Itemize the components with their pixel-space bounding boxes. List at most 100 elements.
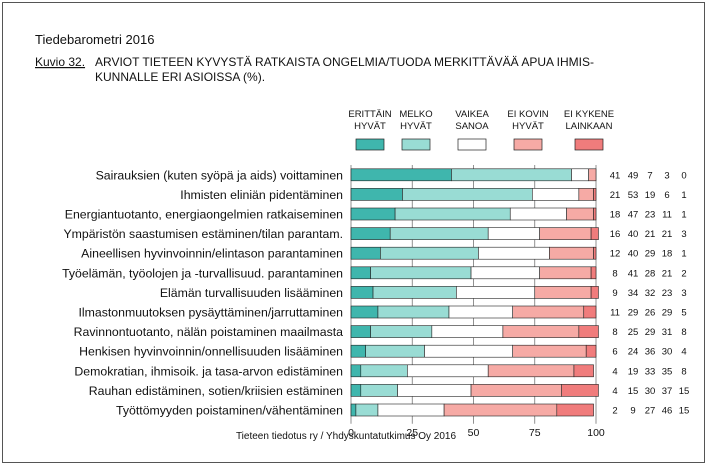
value-label: 29 <box>628 308 639 319</box>
category-label: Sairauksien (kuten syöpä ja aids) voitta… <box>96 168 344 182</box>
value-label: 1 <box>681 190 686 201</box>
bar-segment <box>593 188 597 201</box>
value-label: 47 <box>628 210 639 221</box>
bar-segment <box>590 266 597 280</box>
legend-label-line1: MELKO <box>399 109 432 120</box>
value-label: 30 <box>645 386 656 397</box>
bar-segment <box>573 364 594 378</box>
value-label: 40 <box>628 249 639 260</box>
bar-segment <box>394 207 511 221</box>
bar-segment <box>534 286 592 299</box>
bar-segment <box>583 305 597 319</box>
legend-label-line2: HYVÄT <box>512 121 544 132</box>
legend-swatch <box>355 138 385 151</box>
figure-frame <box>2 2 705 463</box>
bar-segment <box>407 364 489 378</box>
value-label: 31 <box>662 327 673 338</box>
value-label: 1 <box>681 249 686 260</box>
value-label: 3 <box>681 288 686 299</box>
bar-segment <box>509 207 567 221</box>
bar-segment <box>502 325 580 338</box>
value-label: 37 <box>662 386 673 397</box>
value-label: 15 <box>679 386 690 397</box>
bars <box>350 168 599 417</box>
bar-segment <box>350 188 403 201</box>
value-label: 23 <box>645 210 656 221</box>
bar-segment <box>588 168 597 182</box>
legend-swatch <box>513 138 543 151</box>
legend-swatch <box>574 138 604 151</box>
value-label: 26 <box>645 308 656 319</box>
value-label: 18 <box>610 210 621 221</box>
bar-segment <box>377 403 445 417</box>
value-label: 1 <box>681 210 686 221</box>
bar-segment <box>380 246 479 260</box>
value-label: 21 <box>645 229 656 240</box>
value-label: 28 <box>645 268 656 279</box>
value-label: 9 <box>630 406 635 417</box>
bar-segment <box>590 286 599 299</box>
value-label: 11 <box>662 210 672 221</box>
source-title: Tiedebarometri 2016 <box>35 32 154 47</box>
legend-label-line1: ERITTÄIN <box>348 109 391 120</box>
bar-segment <box>350 266 371 280</box>
value-label: 3 <box>664 170 669 181</box>
bar-segment <box>350 325 371 338</box>
figure-label: Kuvio 32. <box>35 55 85 69</box>
value-label: 30 <box>662 347 673 358</box>
bar-segment <box>355 403 379 417</box>
bar-segment <box>365 344 425 358</box>
bar-segment <box>585 344 597 358</box>
x-tick-label: 0 <box>348 427 354 439</box>
value-label: 12 <box>610 249 621 260</box>
value-label: 4 <box>612 386 617 397</box>
category-label: Aineellisen hyvinvoinnin/elintason paran… <box>81 247 343 261</box>
value-label: 29 <box>645 249 656 260</box>
value-label: 32 <box>645 288 656 299</box>
bar-segment <box>456 286 536 299</box>
bar-segment <box>350 364 362 378</box>
bar-segment <box>350 305 379 319</box>
value-label: 4 <box>612 366 617 377</box>
category-label: Rauhan edistäminen, sotien/kriisien estä… <box>89 384 343 398</box>
value-label: 46 <box>662 406 673 417</box>
category-label: Henkisen hyvinvoinnin/onnellisuuden lisä… <box>79 345 343 359</box>
bar-segment <box>593 246 597 260</box>
legend-label-line1: EI KYKENE <box>564 109 614 120</box>
bar-segment <box>443 403 558 417</box>
value-label: 5 <box>681 308 686 319</box>
bar-segment <box>571 168 589 182</box>
value-label: 11 <box>610 308 620 319</box>
legend-label-line2: HYVÄT <box>400 121 432 132</box>
value-label: 53 <box>628 190 639 201</box>
value-label: 0 <box>681 170 686 181</box>
value-label: 49 <box>628 170 639 181</box>
bar-segment <box>389 227 489 240</box>
legend-label-line2: SANOA <box>455 121 489 132</box>
category-label: Elämän turvallisuuden lisääminen <box>160 286 343 300</box>
bar-segment <box>431 325 504 338</box>
legend-swatch <box>401 138 431 151</box>
category-labels: Sairauksien (kuten syöpä ja aids) voitta… <box>62 168 343 417</box>
value-label: 2 <box>681 268 686 279</box>
value-label: 29 <box>645 327 656 338</box>
value-label: 18 <box>662 249 673 260</box>
bar-segment <box>350 344 366 358</box>
value-label: 6 <box>664 190 669 201</box>
value-label: 19 <box>645 190 656 201</box>
bar-segment <box>512 305 585 319</box>
legend-label-line2: HYVÄT <box>354 121 386 132</box>
bar-segment <box>397 384 472 397</box>
figure-title-line2: KUNNALLE ERI ASIOISSA (%). <box>95 70 265 84</box>
bar-segment <box>578 188 594 201</box>
bar-segment <box>487 364 575 378</box>
bar-segment <box>556 403 594 417</box>
bar-segment <box>470 266 540 280</box>
value-label: 35 <box>662 366 673 377</box>
value-label: 6 <box>612 347 617 358</box>
x-tick-label: 75 <box>529 427 541 439</box>
x-axis: 0 25 50 75 100 <box>348 427 605 439</box>
value-label: 9 <box>612 288 617 299</box>
